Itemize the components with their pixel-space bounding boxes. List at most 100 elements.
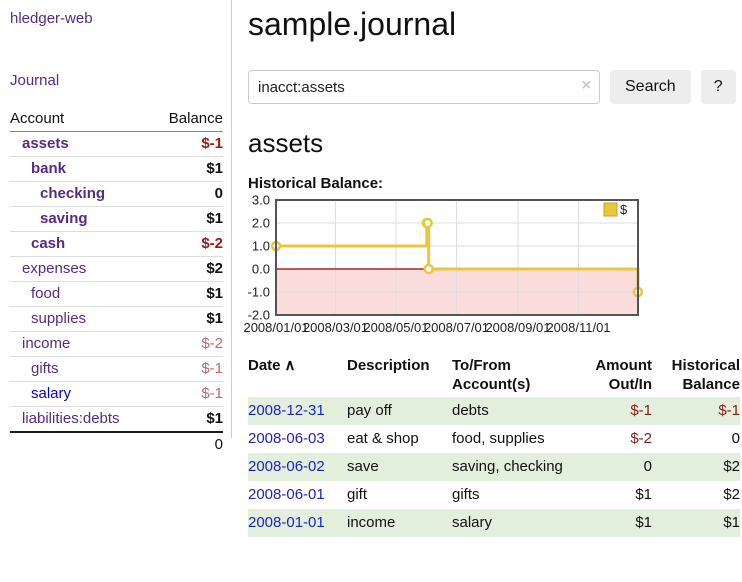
- sidebar: hledger-web Journal Account Balance asse…: [0, 0, 232, 457]
- chart-title: Historical Balance:: [248, 175, 384, 192]
- account-link[interactable]: supplies: [31, 310, 87, 327]
- transaction-balance: $-1: [718, 402, 740, 419]
- register-header-date[interactable]: Date ∧: [248, 357, 296, 374]
- transaction-accounts: saving, checking: [452, 458, 563, 475]
- account-balance: $1: [152, 306, 223, 332]
- chart-legend-label: $: [620, 202, 628, 217]
- transaction-date-link[interactable]: 2008-06-02: [248, 458, 325, 475]
- account-balance: $1: [152, 156, 223, 182]
- account-row: gifts $-1: [10, 356, 223, 382]
- account-row: bank $1: [10, 156, 223, 182]
- transaction-amount: $-1: [630, 402, 652, 419]
- accounts-total-row: 0: [10, 431, 223, 457]
- transaction-balance: $1: [723, 514, 740, 531]
- account-row: food $1: [10, 281, 223, 307]
- register-row: 2008-06-02 save saving, checking 0 $2: [248, 453, 740, 481]
- chart-y-tick-label: 3.0: [252, 195, 270, 208]
- clear-search-icon[interactable]: ×: [581, 77, 591, 94]
- chart-marker: [422, 217, 433, 229]
- account-link[interactable]: expenses: [22, 260, 87, 277]
- account-link[interactable]: cash: [31, 235, 66, 252]
- transaction-description: save: [347, 458, 379, 475]
- account-row: checking 0: [10, 181, 223, 207]
- transaction-balance: $2: [723, 486, 740, 503]
- transaction-date-link[interactable]: 2008-06-01: [248, 486, 325, 503]
- account-balance: $-1: [152, 356, 223, 382]
- account-link[interactable]: bank: [31, 160, 67, 177]
- account-balance: $1: [152, 281, 223, 307]
- chart-y-tick-label: 1.0: [252, 239, 270, 254]
- account-link[interactable]: income: [22, 335, 71, 352]
- transaction-description: pay off: [347, 402, 392, 419]
- page-title: sample.journal: [248, 6, 457, 42]
- account-link[interactable]: liabilities:debts: [22, 410, 120, 427]
- account-row: cash $-2: [10, 231, 223, 257]
- balance-chart: $3.0 2.0 1.0 0.0 -1.0 -2.0 2008/01/01 2008/03/0…: [244, 195, 740, 342]
- account-link[interactable]: food: [31, 285, 61, 302]
- transaction-balance: $2: [723, 458, 740, 475]
- account-balance: 0: [152, 181, 223, 207]
- account-balance: $-2: [152, 331, 223, 357]
- chart-x-tick-label: 2008/07/01: [424, 320, 489, 335]
- account-link[interactable]: saving: [40, 210, 88, 227]
- account-balance: $-2: [152, 231, 223, 257]
- register-header-description: Description: [347, 357, 430, 374]
- account-balance: $-1: [152, 381, 223, 407]
- account-link[interactable]: salary: [31, 385, 72, 402]
- register-header-row: Date ∧ Description To/From Account(s) Amo…: [248, 355, 740, 397]
- accounts-header-account: Account: [10, 108, 153, 132]
- transaction-description: gift: [347, 486, 368, 503]
- register-header-account: To/From Account(s): [452, 357, 531, 393]
- account-row: saving $1: [10, 206, 223, 232]
- transaction-amount: $1: [635, 514, 652, 531]
- account-link[interactable]: checking: [40, 185, 106, 202]
- help-button[interactable]: ?: [700, 70, 736, 104]
- transaction-description: income: [347, 514, 396, 531]
- sidebar-item-journal[interactable]: Journal: [10, 72, 60, 89]
- register-row: 2008-06-03 eat & shop food, supplies $-2 0: [248, 425, 740, 453]
- register-row: 2008-06-01 gift gifts $1 $2: [248, 481, 740, 509]
- account-row: income $-2: [10, 331, 223, 357]
- chart-x-tick-label: 2008/11/01: [546, 320, 610, 335]
- search-box: ×: [248, 70, 600, 104]
- chart-y-tick-label: -1.0: [248, 285, 270, 300]
- transaction-date-link[interactable]: 2008-01-01: [248, 514, 325, 531]
- transaction-balance: 0: [731, 430, 740, 447]
- register-table: Date ∧ Description To/From Account(s) Amo…: [248, 355, 740, 537]
- transaction-accounts: salary: [452, 514, 493, 531]
- search-form: × Search ?: [248, 70, 740, 104]
- account-row: assets $-1: [10, 132, 223, 157]
- account-balance: $1: [152, 406, 223, 432]
- accounts-header-balance: Balance: [152, 108, 223, 132]
- transaction-date-link[interactable]: 2008-12-31: [248, 402, 325, 419]
- register-header-balance: Historical Balance: [671, 357, 740, 393]
- account-heading: assets: [248, 128, 324, 158]
- chart-x-tick-label: 2008/05/01: [363, 320, 428, 335]
- chart-y-tick-label: 0.0: [252, 262, 270, 277]
- account-row: supplies $1: [10, 306, 223, 332]
- transaction-accounts: debts: [452, 402, 489, 419]
- transaction-amount: $1: [635, 486, 652, 503]
- account-balance: $1: [152, 206, 223, 232]
- account-balance: $2: [152, 256, 223, 282]
- brand-link[interactable]: hledger-web: [10, 10, 93, 27]
- transaction-amount: 0: [643, 458, 652, 475]
- register-header-amount: Amount Out/In: [595, 357, 652, 393]
- account-row: expenses $2: [10, 256, 223, 282]
- chart-x-tick-label: 2008/01/01: [244, 320, 309, 335]
- chart-y-tick-label: -2.0: [248, 308, 270, 323]
- chart-marker: [423, 263, 434, 275]
- account-row: liabilities:debts $1: [10, 406, 223, 432]
- accounts-table-body: assets $-1 bank $1 checking 0 saving $1 cash $-2 e…: [10, 132, 223, 457]
- chart-x-tick-label: 2008/03/01: [303, 320, 368, 335]
- search-button[interactable]: Search: [610, 70, 691, 104]
- search-input[interactable]: [248, 70, 600, 104]
- transaction-accounts: gifts: [452, 486, 480, 503]
- account-link[interactable]: assets: [22, 135, 69, 152]
- chart-y-tick-label: 2.0: [252, 216, 270, 231]
- sort-asc-icon: ∧: [284, 357, 296, 374]
- transaction-date-link[interactable]: 2008-06-03: [248, 430, 325, 447]
- register-table-body: 2008-12-31 pay off debts $-1 $-1 2008-06-03 ea…: [248, 397, 740, 537]
- register-row: 2008-12-31 pay off debts $-1 $-1: [248, 397, 740, 425]
- account-link[interactable]: gifts: [31, 360, 59, 377]
